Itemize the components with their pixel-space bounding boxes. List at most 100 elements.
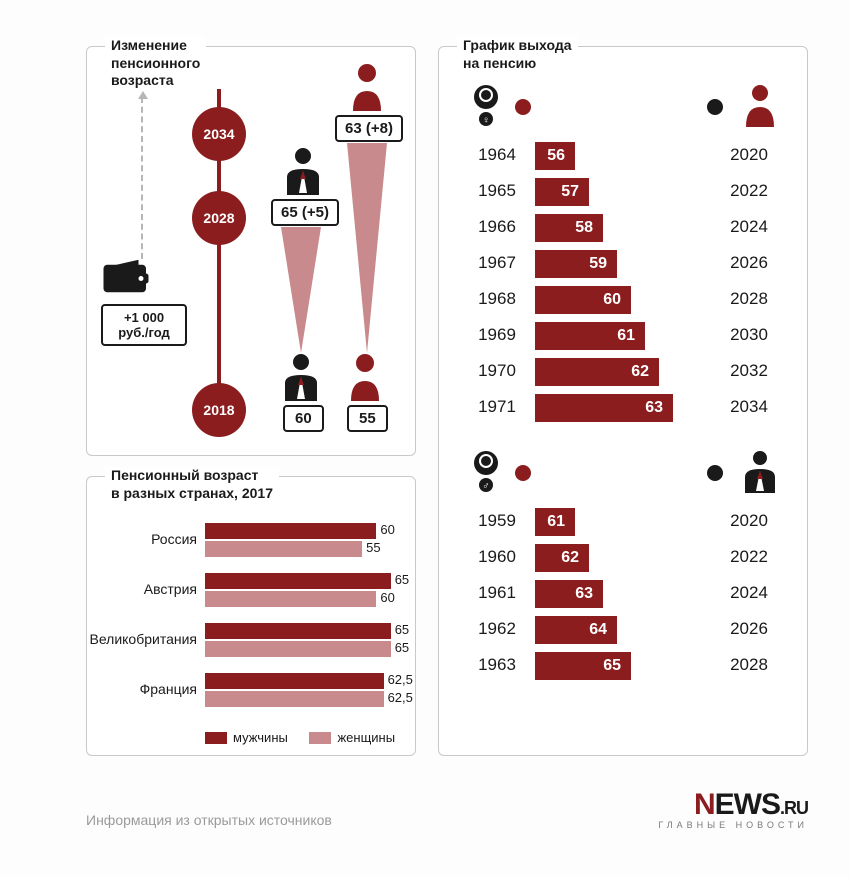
age-bar: 58 — [535, 214, 603, 242]
age-bar: 63 — [535, 580, 603, 608]
retire-year: 2024 — [721, 583, 777, 603]
male-new-age: 65 (+5) — [271, 199, 339, 226]
dot-birth — [515, 465, 531, 481]
retire-year: 2028 — [721, 289, 777, 309]
birth-year: 1967 — [469, 253, 525, 273]
panel-c-title: График выхода на пенсию — [457, 37, 578, 72]
birth-year: 1960 — [469, 547, 525, 567]
age-bar: 62 — [535, 358, 659, 386]
val-female: 55 — [366, 540, 380, 555]
legend: мужчины женщины — [205, 729, 413, 745]
schedule-row: 1964 56 2020 — [439, 139, 807, 173]
val-male: 65 — [395, 622, 409, 637]
birth-year: 1966 — [469, 217, 525, 237]
age-bar: 60 — [535, 286, 631, 314]
age-bar: 61 — [535, 322, 645, 350]
panel-b-title: Пенсионный возраст в разных странах, 201… — [105, 467, 279, 502]
adult-female-icon — [741, 83, 779, 127]
bar-male — [205, 523, 376, 539]
wallet-badge: +1 000 руб./год — [101, 257, 187, 346]
schedule-row: 1961 63 2024 — [439, 577, 807, 611]
age-bar: 59 — [535, 250, 617, 278]
female-old-icon — [345, 353, 385, 401]
cone-male — [271, 227, 331, 353]
country-row: Россия 6055 — [87, 517, 415, 561]
birth-year: 1965 — [469, 181, 525, 201]
bar-female — [205, 541, 362, 557]
age-bar: 56 — [535, 142, 575, 170]
retire-year: 2024 — [721, 217, 777, 237]
country-row: Великобритания 65 65 — [87, 617, 415, 661]
retire-year: 2020 — [721, 511, 777, 531]
birth-year: 1971 — [469, 397, 525, 417]
timeline-pip: 2018 — [192, 383, 246, 437]
retire-year: 2026 — [721, 253, 777, 273]
country-label: Россия — [87, 531, 197, 547]
country-row: Австрия 6560 — [87, 567, 415, 611]
val-female: 65 — [395, 640, 409, 655]
bar-female — [205, 591, 376, 607]
female-old-age: 55 — [347, 405, 388, 432]
panel-a-title: Изменение пенсионного возраста — [105, 37, 206, 90]
retire-year: 2034 — [721, 397, 777, 417]
birth-year: 1968 — [469, 289, 525, 309]
country-label: Австрия — [87, 581, 197, 597]
val-male: 65 — [395, 572, 409, 587]
schedule-row: 1966 58 2024 — [439, 211, 807, 245]
retire-year: 2028 — [721, 655, 777, 675]
val-female: 62,5 — [388, 690, 413, 705]
age-bar: 63 — [535, 394, 673, 422]
wallet-icon — [101, 257, 151, 295]
birth-year: 1963 — [469, 655, 525, 675]
schedule-row: 1971 63 2034 — [439, 391, 807, 425]
female-new-age: 63 (+8) — [335, 115, 403, 142]
country-label: Великобритания — [87, 631, 197, 647]
svg-text:♂: ♂ — [482, 481, 490, 492]
age-bar: 64 — [535, 616, 617, 644]
dashed-arrow — [141, 97, 143, 259]
age-bar: 57 — [535, 178, 589, 206]
age-bar: 65 — [535, 652, 631, 680]
bar-male — [205, 623, 391, 639]
schedule-row: 1960 62 2022 — [439, 541, 807, 575]
baby-female-icon: ♀ — [467, 83, 505, 127]
schedule-row: 1969612030 — [439, 319, 807, 353]
retire-year: 2022 — [721, 181, 777, 201]
female-new-icon — [347, 63, 387, 111]
schedule-row: 1962 64 2026 — [439, 613, 807, 647]
birth-year: 1964 — [469, 145, 525, 165]
male-old-icon — [281, 353, 321, 401]
dot-retire — [707, 99, 723, 115]
birth-year: 1959 — [469, 511, 525, 531]
birth-year: 1961 — [469, 583, 525, 603]
val-female: 60 — [380, 590, 394, 605]
timeline-pip: 2028 — [192, 191, 246, 245]
retire-year: 2020 — [721, 145, 777, 165]
panel-schedule: График выхода на пенсию ♀ 19645620201965… — [438, 46, 808, 756]
country-row: Франция 62,5 62,5 — [87, 667, 415, 711]
panel-countries: Пенсионный возраст в разных странах, 201… — [86, 476, 416, 756]
age-bar: 62 — [535, 544, 589, 572]
baby-male-icon: ♂ — [467, 449, 505, 493]
country-label: Франция — [87, 681, 197, 697]
bar-male — [205, 673, 384, 689]
dot-retire — [707, 465, 723, 481]
retire-year: 2026 — [721, 619, 777, 639]
bar-female — [205, 641, 391, 657]
cone-female — [337, 143, 397, 353]
birth-year: 1962 — [469, 619, 525, 639]
schedule-row: 1970622032 — [439, 355, 807, 389]
svg-text:♀: ♀ — [482, 115, 490, 126]
val-male: 62,5 — [388, 672, 413, 687]
retire-year: 2022 — [721, 547, 777, 567]
male-new-icon — [283, 147, 323, 195]
schedule-male-header: ♂ — [439, 447, 807, 497]
birth-year: 1970 — [469, 361, 525, 381]
adult-male-icon — [741, 449, 779, 493]
schedule-row: 1965 57 2022 — [439, 175, 807, 209]
schedule-row: 1967 59 2026 — [439, 247, 807, 281]
schedule-row: 1963 65 2028 — [439, 649, 807, 683]
dot-birth — [515, 99, 531, 115]
birth-year: 1969 — [469, 325, 525, 345]
val-male: 60 — [380, 522, 394, 537]
